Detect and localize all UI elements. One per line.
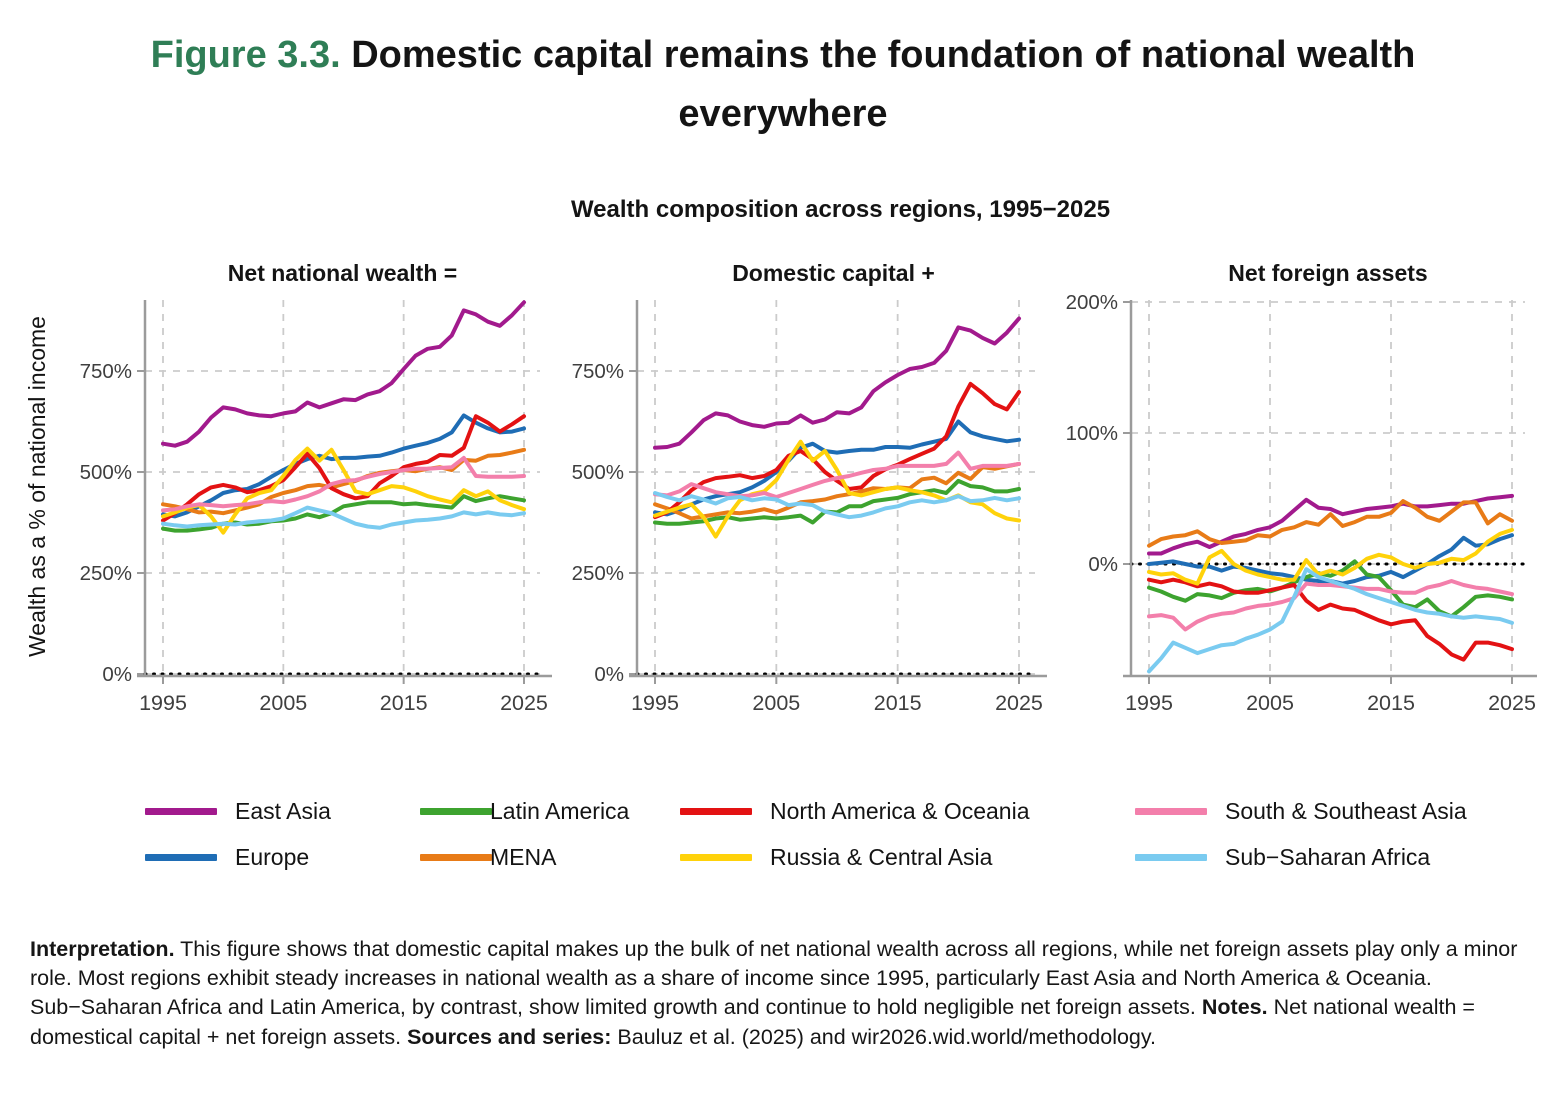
interpretation-text: This figure shows that domestic capital … xyxy=(30,936,1518,1020)
notes-text: Net national wealth = domestical capital… xyxy=(30,995,1475,1049)
series-line-east_asia xyxy=(1147,493,1514,556)
series-line-sub_saharan_africa xyxy=(161,505,526,530)
chart-net-foreign-assets: 1995 2005 2015 2025 0% 100% 200% xyxy=(1066,291,1537,715)
x-tick-label: 2025 xyxy=(995,691,1043,715)
legend-label-south_southeast_asia: South & Southeast Asia xyxy=(1225,798,1467,824)
panel-title-domestic-capital: Domestic capital + xyxy=(732,260,935,286)
y-tick-label: 750% xyxy=(572,360,624,383)
series-line-east_asia xyxy=(653,316,1021,450)
series-line-europe xyxy=(653,419,1021,517)
x-tick-label: 2005 xyxy=(752,691,800,715)
legend-swatch-europe xyxy=(145,854,217,861)
legend-swatch-south_southeast_asia xyxy=(1135,808,1207,815)
series-line-russia_central_asia xyxy=(1147,527,1514,586)
x-tick-label: 1995 xyxy=(631,691,679,715)
y-tick-label: 500% xyxy=(572,461,624,484)
legend-label-sub_saharan_africa: Sub−Saharan Africa xyxy=(1225,844,1431,870)
series-line-mena xyxy=(653,461,1021,521)
y-tick-label: 200% xyxy=(1066,291,1118,314)
interpretation-label: Interpretation. xyxy=(30,936,175,961)
x-tick-label: 2025 xyxy=(500,691,548,715)
series-line-south_southeast_asia xyxy=(653,450,1021,499)
panel-title-net-national-wealth: Net national wealth = xyxy=(227,260,458,286)
series-line-north_america_oceania xyxy=(653,381,1021,520)
legend-swatch-russia_central_asia xyxy=(680,854,752,861)
chart-domestic-capital: 1995 2005 2015 2025 0% 250% 500% 750% xyxy=(572,300,1047,715)
y-tick-label: 0% xyxy=(594,663,624,686)
x-tick-label: 2005 xyxy=(1246,691,1294,715)
x-tick-label: 2025 xyxy=(1488,691,1536,715)
legend-label-mena: MENA xyxy=(490,844,557,870)
legend-label-russia_central_asia: Russia & Central Asia xyxy=(770,844,993,870)
y-tick-label: 750% xyxy=(80,360,132,383)
legend-swatch-north_america_oceania xyxy=(680,808,752,815)
y-tick-label: 250% xyxy=(80,562,132,585)
sources-label: Sources and series: xyxy=(407,1024,612,1049)
chart-net-national-wealth: 1995 2005 2015 2025 0% 250% 500% 750% xyxy=(80,300,552,715)
interpretation-paragraph: Interpretation. This figure shows that d… xyxy=(30,935,1528,1053)
x-tick-label: 2015 xyxy=(874,691,922,715)
panel-title-net-foreign-assets: Net foreign assets xyxy=(1228,260,1428,286)
legend-swatch-sub_saharan_africa xyxy=(1135,854,1207,861)
legend-label-europe: Europe xyxy=(235,844,310,870)
figure-title: Figure 3.3. Domestic capital remains the… xyxy=(83,26,1483,144)
series-line-north_america_oceania xyxy=(161,414,526,523)
x-tick-label: 2005 xyxy=(259,691,307,715)
legend-label-north_america_oceania: North America & Oceania xyxy=(770,798,1030,824)
series-line-sub_saharan_africa xyxy=(1147,567,1514,674)
legend-swatch-latin_america xyxy=(420,808,492,815)
y-tick-label: 500% xyxy=(80,461,132,484)
legend-label-latin_america: Latin America xyxy=(490,798,630,824)
y-axis-label: Wealth as a % of national income xyxy=(24,316,50,658)
y-tick-label: 0% xyxy=(1088,553,1118,576)
x-tick-label: 1995 xyxy=(1125,691,1173,715)
legend-swatch-east_asia xyxy=(145,808,217,815)
series-line-south_southeast_asia xyxy=(161,455,526,513)
series-line-east_asia xyxy=(161,300,526,448)
series-line-north_america_oceania xyxy=(1147,577,1514,662)
sources-text: Bauluz et al. (2025) and wir2026.wid.wor… xyxy=(617,1024,1157,1049)
x-tick-label: 2015 xyxy=(380,691,428,715)
series-line-europe xyxy=(161,413,526,519)
legend-swatch-mena xyxy=(420,854,492,861)
x-tick-label: 1995 xyxy=(139,691,187,715)
y-tick-label: 0% xyxy=(102,663,132,686)
x-tick-label: 2015 xyxy=(1367,691,1415,715)
series-line-mena xyxy=(1147,499,1514,548)
y-tick-label: 100% xyxy=(1066,422,1118,445)
series-line-south_southeast_asia xyxy=(1147,579,1514,632)
chart-subtitle: Wealth composition across regions, 1995−… xyxy=(570,196,1111,223)
series-line-russia_central_asia xyxy=(161,446,526,535)
y-tick-label: 250% xyxy=(572,562,624,585)
legend-label-east_asia: East Asia xyxy=(235,798,331,824)
figure-title-text: Domestic capital remains the foundation … xyxy=(340,34,1416,135)
figure-number-label: Figure 3.3. xyxy=(150,34,341,76)
series-line-sub_saharan_africa xyxy=(653,491,1021,520)
notes-label: Notes. xyxy=(1201,995,1268,1020)
